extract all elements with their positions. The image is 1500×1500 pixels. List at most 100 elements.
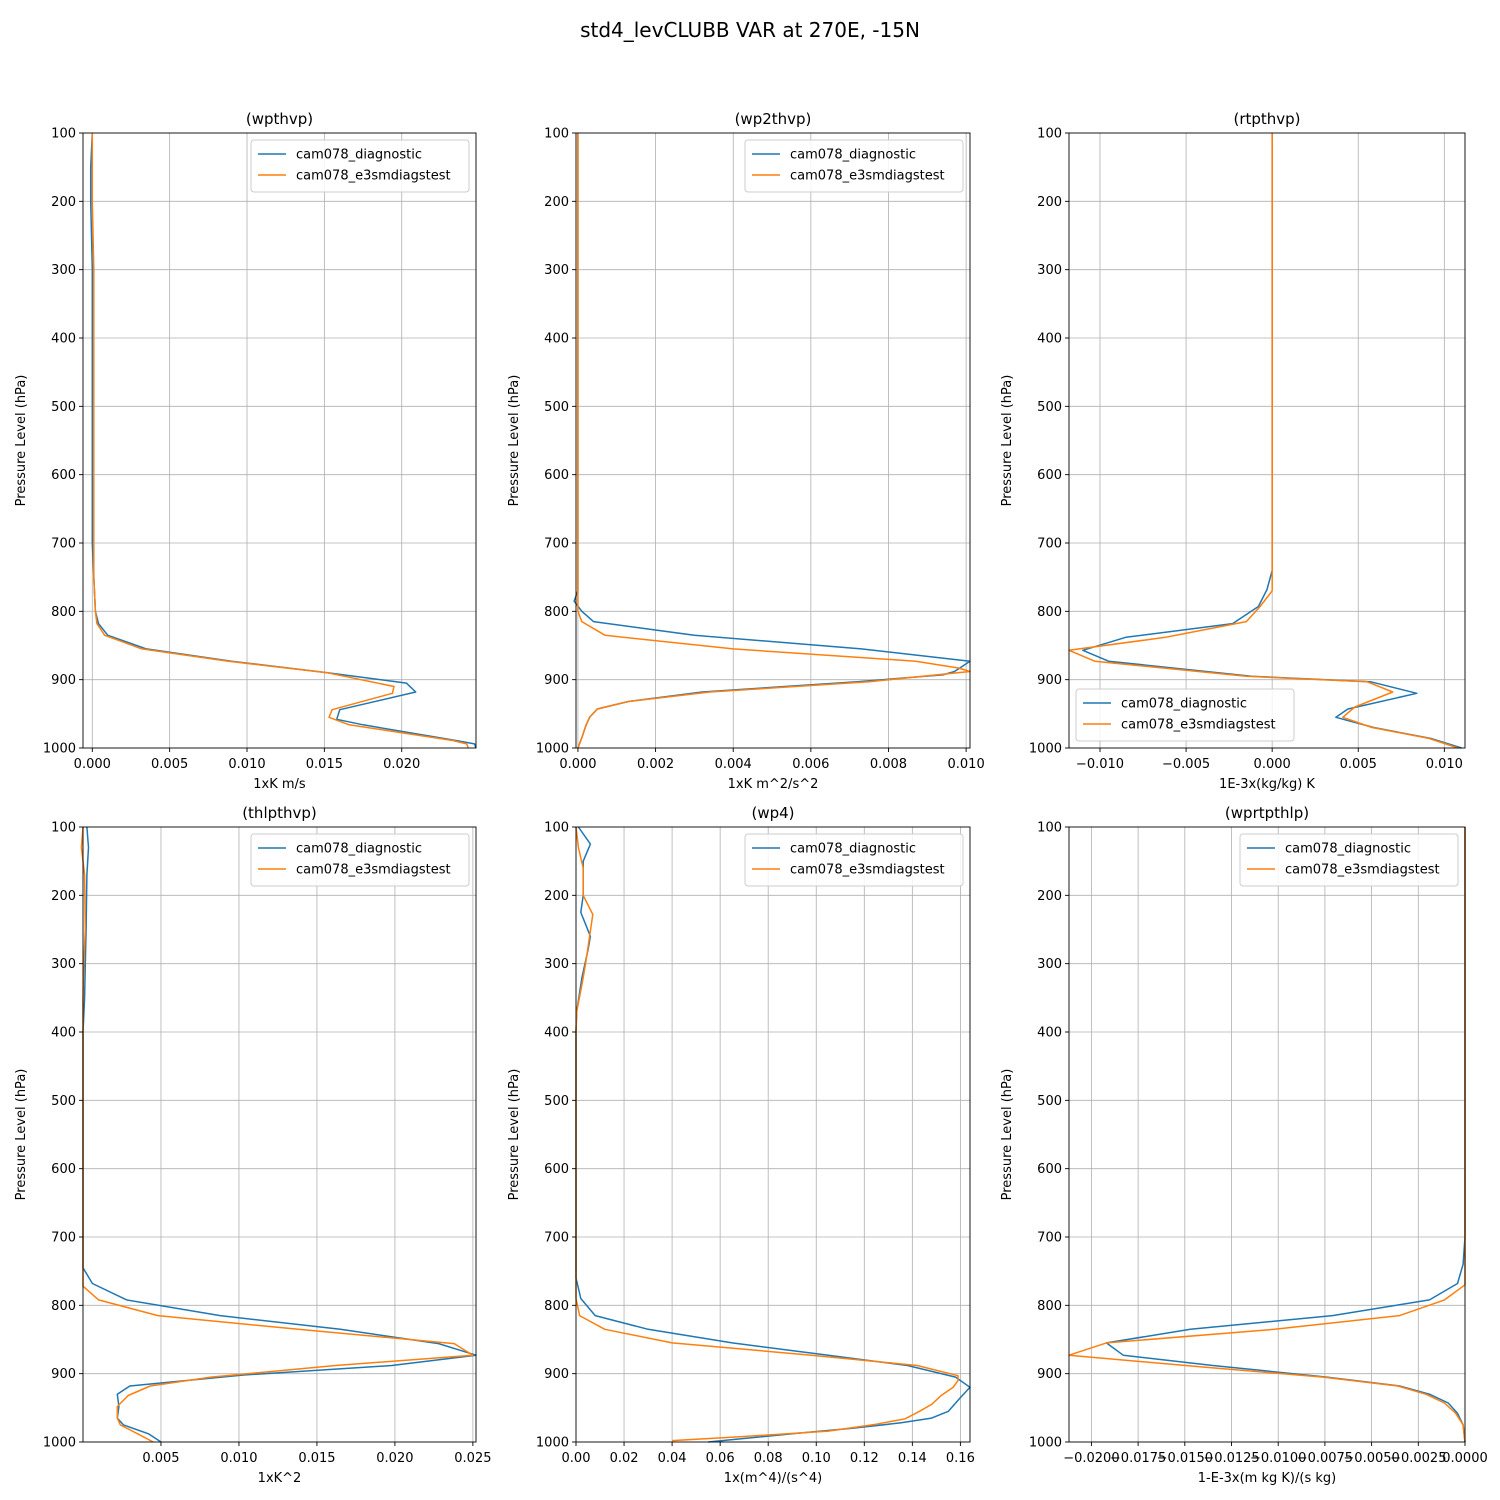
y-tick-label: 800	[544, 1299, 569, 1314]
y-tick-label: 200	[51, 889, 76, 904]
y-tick-label: 1000	[536, 742, 569, 757]
series-line-diagnostic	[89, 132, 477, 749]
y-tick-label: 900	[544, 1367, 569, 1382]
axes-frame	[82, 132, 477, 749]
y-tick-label: 400	[1037, 332, 1062, 347]
x-tick-label: 0.020	[376, 1451, 413, 1466]
x-tick-label: −0.0175	[1110, 1451, 1166, 1466]
x-tick-label: 0.008	[870, 757, 907, 772]
legend: cam078_diagnostic cam078_e3smdiagstest	[744, 139, 964, 193]
x-tick-label: 0.004	[715, 757, 752, 772]
x-tick-label: 0.015	[298, 1451, 335, 1466]
y-axis-label: Pressure Level (hPa)	[14, 375, 29, 507]
subplot-6: 1002003004005006007008009001000−0.0200−0…	[1000, 804, 1488, 1486]
axes-frame	[575, 826, 971, 1443]
y-tick-label: 1000	[43, 742, 76, 757]
legend: cam078_diagnostic cam078_e3smdiagstest	[1075, 688, 1295, 742]
legend-label: cam078_diagnostic	[790, 148, 916, 163]
x-tick-label: 0.010	[220, 1451, 257, 1466]
x-tick-label: 0.025	[454, 1451, 491, 1466]
y-tick-label: 500	[544, 400, 569, 415]
y-tick-label: 600	[51, 468, 76, 483]
x-tick-label: −0.0025	[1390, 1451, 1446, 1466]
y-tick-label: 100	[544, 127, 569, 142]
x-tick-label: −0.0100	[1250, 1451, 1306, 1466]
y-tick-label: 600	[544, 1162, 569, 1177]
x-tick-label: 0.04	[658, 1451, 687, 1466]
x-tick-label: 0.0000	[1442, 1451, 1488, 1466]
y-tick-label: 100	[1037, 821, 1062, 836]
subplot-title: (wpthvp)	[246, 110, 313, 128]
y-tick-label: 800	[1037, 605, 1062, 620]
y-tick-label: 700	[544, 1231, 569, 1246]
series-line-e3smdiagstest	[577, 133, 971, 749]
legend: cam078_diagnostic cam078_e3smdiagstest	[1239, 833, 1459, 887]
y-tick-label: 100	[51, 127, 76, 142]
y-tick-label: 200	[1037, 889, 1062, 904]
x-tick-label: 0.010	[228, 757, 265, 772]
x-axis-label: 1E-3x(kg/kg) K	[1219, 777, 1315, 792]
x-tick-label: 0.002	[637, 757, 674, 772]
legend-label: cam078_diagnostic	[296, 842, 422, 857]
y-tick-label: 1000	[536, 1436, 569, 1451]
legend-label: cam078_e3smdiagstest	[1285, 863, 1440, 878]
x-tick-label: 0.00	[562, 1451, 591, 1466]
y-tick-label: 500	[51, 1094, 76, 1109]
legend-label: cam078_e3smdiagstest	[790, 863, 945, 878]
x-tick-label: −0.010	[1076, 757, 1124, 772]
subplot-title: (thlpthvp)	[242, 804, 317, 822]
x-tick-label: −0.0150	[1157, 1451, 1213, 1466]
legend-box	[1239, 833, 1459, 887]
y-tick-label: 900	[51, 673, 76, 688]
series-line-e3smdiagstest	[91, 133, 469, 749]
x-tick-label: 0.14	[898, 1451, 927, 1466]
y-tick-label: 800	[51, 605, 76, 620]
x-tick-label: 0.12	[850, 1451, 879, 1466]
x-tick-label: 0.10	[802, 1451, 831, 1466]
y-tick-label: 400	[51, 1026, 76, 1041]
subplot-title: (wprtpthlp)	[1225, 804, 1309, 822]
legend-label: cam078_e3smdiagstest	[790, 169, 945, 184]
y-tick-label: 400	[1037, 1026, 1062, 1041]
legend-label: cam078_e3smdiagstest	[1121, 718, 1276, 733]
x-tick-label: 0.000	[74, 757, 111, 772]
y-tick-label: 100	[1037, 127, 1062, 142]
y-tick-label: 1000	[43, 1436, 76, 1451]
legend-box	[744, 833, 964, 887]
y-tick-label: 900	[1037, 1367, 1062, 1382]
x-tick-label: 0.020	[383, 757, 420, 772]
legend-box	[250, 833, 470, 887]
x-tick-label: −0.0075	[1297, 1451, 1353, 1466]
y-tick-label: 300	[1037, 957, 1062, 972]
y-tick-label: 200	[51, 195, 76, 210]
x-tick-label: 0.02	[610, 1451, 639, 1466]
series-line-diagnostic	[575, 826, 971, 1443]
legend: cam078_diagnostic cam078_e3smdiagstest	[250, 833, 470, 887]
y-tick-label: 700	[544, 537, 569, 552]
y-tick-label: 500	[544, 1094, 569, 1109]
x-tick-label: 0.000	[1254, 757, 1291, 772]
y-tick-label: 200	[544, 195, 569, 210]
y-tick-label: 500	[1037, 400, 1062, 415]
x-tick-label: 0.010	[1426, 757, 1463, 772]
y-tick-label: 600	[1037, 468, 1062, 483]
y-tick-label: 900	[1037, 673, 1062, 688]
x-axis-label: 1x(m^4)/(s^4)	[724, 1471, 822, 1486]
y-tick-label: 500	[51, 400, 76, 415]
axes-frame	[1068, 826, 1466, 1443]
axes-frame	[1068, 132, 1466, 749]
x-tick-label: 0.08	[754, 1451, 783, 1466]
y-tick-label: 400	[544, 332, 569, 347]
y-tick-label: 300	[544, 957, 569, 972]
legend-label: cam078_diagnostic	[790, 842, 916, 857]
y-axis-label: Pressure Level (hPa)	[507, 375, 522, 507]
x-tick-label: −0.0125	[1203, 1451, 1259, 1466]
y-tick-label: 300	[51, 263, 76, 278]
series-line-e3smdiagstest	[80, 826, 474, 1443]
y-tick-label: 700	[51, 1231, 76, 1246]
